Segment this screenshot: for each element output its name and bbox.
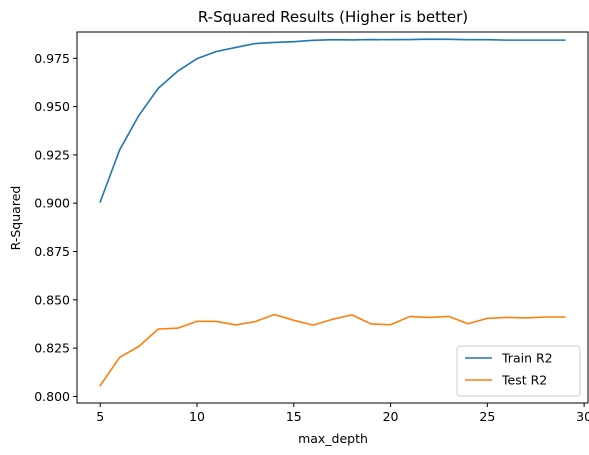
x-tick-label: 15 bbox=[286, 409, 302, 424]
y-tick-label: 0.875 bbox=[34, 244, 70, 259]
y-tick-label: 0.825 bbox=[34, 341, 70, 356]
x-tick-label: 25 bbox=[479, 409, 495, 424]
legend-label: Train R2 bbox=[501, 351, 553, 366]
x-axis: 5 10 15 20 25 30 bbox=[96, 403, 589, 424]
x-tick-label: 20 bbox=[383, 409, 399, 424]
y-tick-label: 0.850 bbox=[34, 292, 70, 307]
x-tick-label: 10 bbox=[189, 409, 205, 424]
series-layer bbox=[99, 38, 566, 387]
legend-label: Test R2 bbox=[501, 373, 547, 388]
y-tick-label: 0.800 bbox=[34, 389, 70, 404]
plot-frame bbox=[76, 31, 589, 404]
x-tick-label: 30 bbox=[576, 409, 589, 424]
y-tick-label: 0.975 bbox=[34, 51, 70, 66]
series-line-test-r2 bbox=[99, 313, 566, 387]
y-axis: 0.800 0.825 0.850 0.875 0.900 0.925 0.950 0.975 bbox=[34, 51, 77, 404]
x-axis-label: max_depth bbox=[298, 431, 368, 446]
legend: Train R2 Test R2 bbox=[456, 345, 581, 397]
x-tick-label: 5 bbox=[96, 409, 104, 424]
y-tick-label: 0.950 bbox=[34, 99, 70, 114]
y-axis-label: R-Squared bbox=[8, 186, 23, 251]
plot-area bbox=[99, 38, 566, 387]
series-line-train-r2 bbox=[99, 38, 566, 203]
chart-title: R-Squared Results (Higher is better) bbox=[198, 8, 468, 26]
y-tick-label: 0.925 bbox=[34, 147, 70, 162]
y-tick-label: 0.900 bbox=[34, 196, 70, 211]
